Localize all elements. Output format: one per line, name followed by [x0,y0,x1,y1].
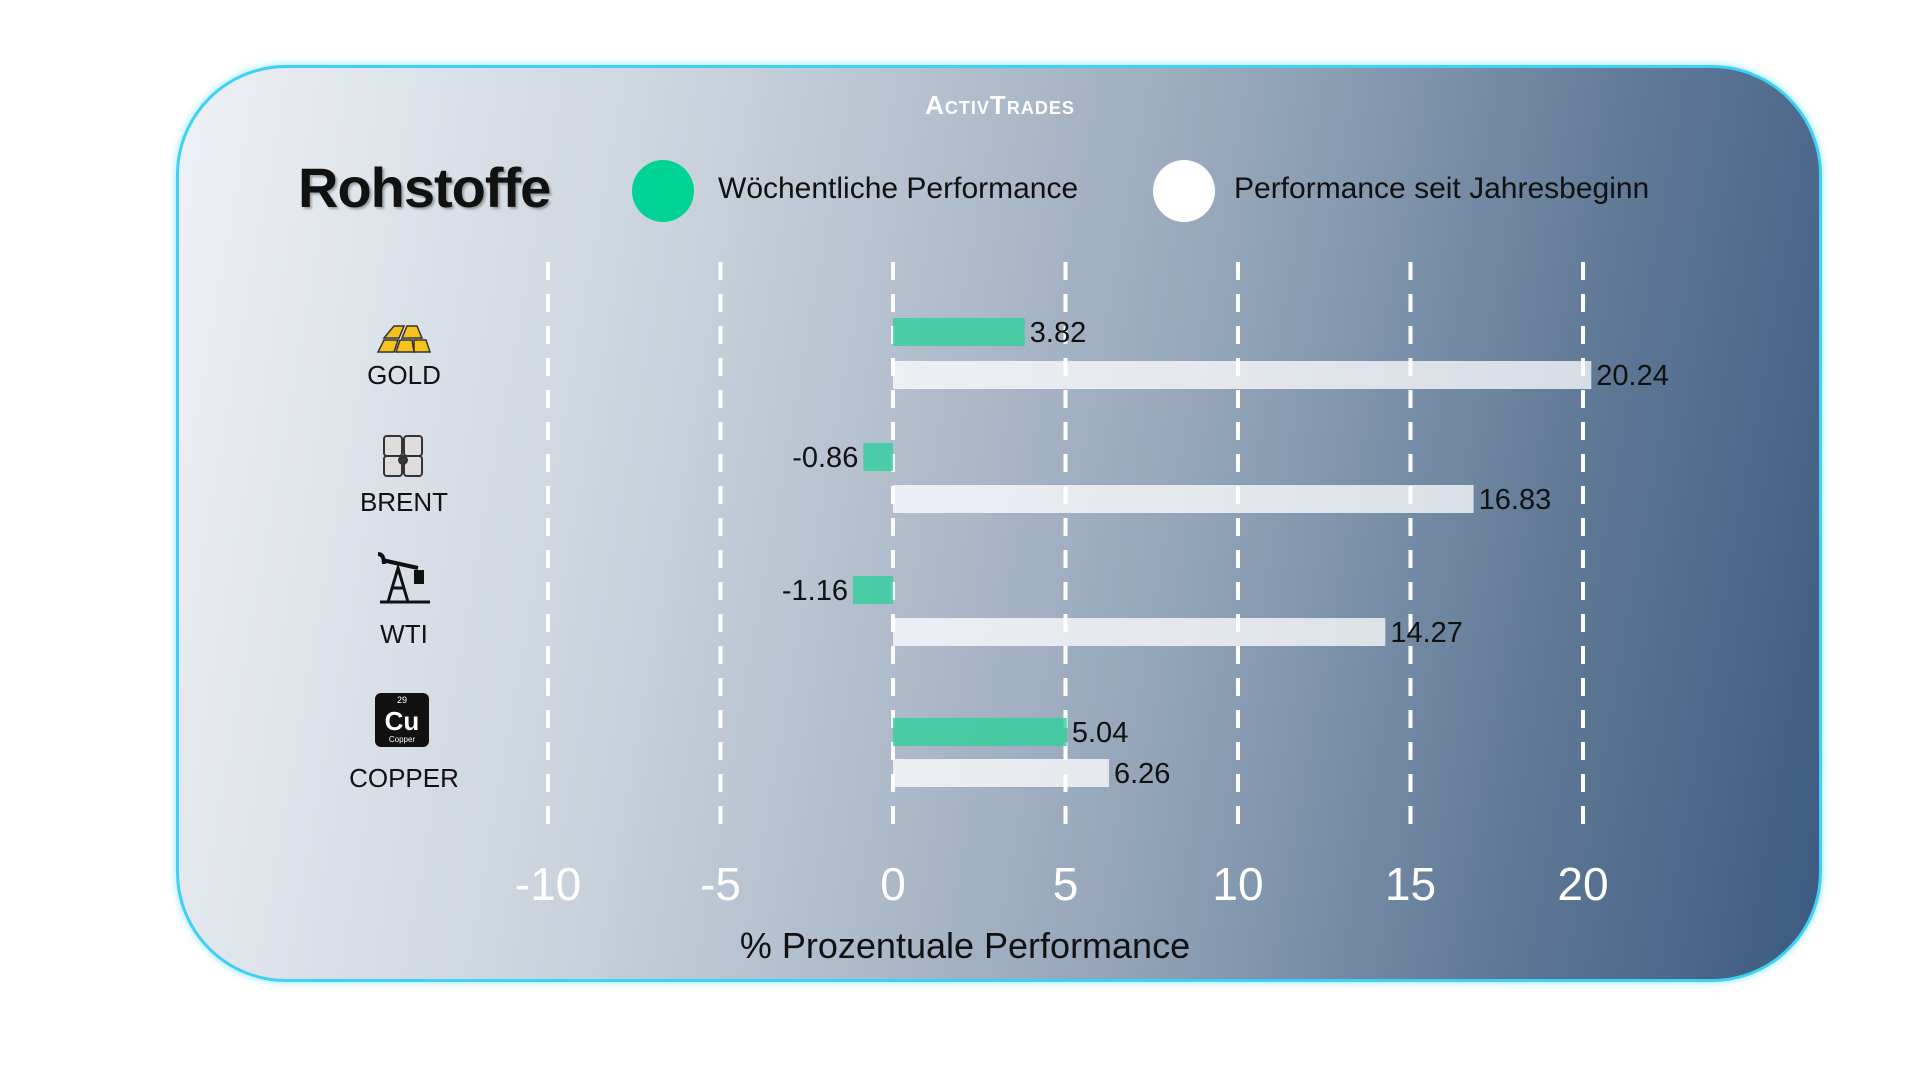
activtrades-logo: ActivTrades [925,90,1075,120]
ytd-value-label: 14.27 [1390,617,1463,649]
ytd-bar [893,485,1474,513]
category-label: COPPER [349,763,459,793]
oil-barrels-icon [374,432,434,482]
legend-weekly-dot [632,160,694,222]
ytd-value-label: 20.24 [1596,360,1669,392]
x-tick-label: 15 [1385,858,1436,910]
x-tick-label: -5 [700,858,741,910]
copper-element-icon: 29 Cu Copper [374,692,434,747]
chart-title: Rohstoffe [298,156,551,219]
x-tick-label: 0 [880,858,906,910]
weekly-bar [863,443,893,471]
ytd-bar [893,618,1386,646]
legend-ytd-dot [1153,160,1215,222]
x-tick-label: 5 [1053,858,1079,910]
weekly-value-label: -0.86 [792,442,858,474]
x-tick-label: -10 [515,858,581,910]
category-label: WTI [380,619,428,649]
weekly-value-label: 5.04 [1072,717,1128,749]
category-label: BRENT [359,487,449,517]
weekly-value-label: -1.16 [782,575,848,607]
ytd-bar [893,361,1592,389]
ytd-bar [893,759,1109,787]
x-axis-label: % Prozentuale Performance [740,925,1190,966]
oil-pump-icon [374,548,434,604]
category-label: GOLD [367,360,441,390]
x-tick-label: 10 [1212,858,1263,910]
weekly-bar [893,318,1025,346]
ytd-value-label: 16.83 [1479,484,1552,516]
legend-ytd-label: Performance seit Jahresbeginn [1234,172,1650,205]
chart-card [176,65,1822,982]
weekly-bar [852,576,893,604]
x-tick-label: 20 [1557,858,1608,910]
weekly-value-label: 3.82 [1030,317,1086,349]
svg-text:29: 29 [397,695,407,705]
ytd-value-label: 6.26 [1114,758,1170,790]
svg-text:Copper: Copper [389,735,416,744]
legend-weekly-label: Wöchentliche Performance [718,172,1079,205]
weekly-bar [893,718,1067,746]
svg-text:Cu: Cu [385,706,420,736]
gold-bars-icon [374,318,434,368]
